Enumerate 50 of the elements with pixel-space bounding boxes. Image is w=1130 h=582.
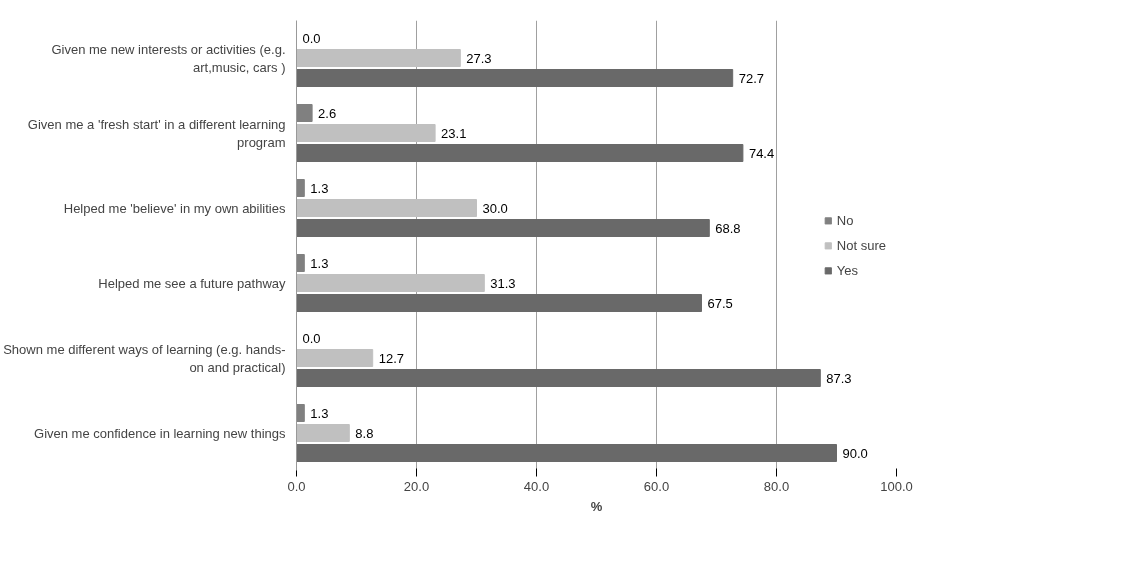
data-label: 31.3: [490, 275, 516, 291]
data-label: 87.3: [826, 370, 852, 386]
x-tick-label: 60.0: [643, 478, 670, 494]
data-label: 0.0: [302, 30, 321, 46]
x-tick-label: 40.0: [523, 478, 550, 494]
bar: [296, 219, 710, 237]
data-label: 0.0: [302, 330, 321, 346]
y-tick-label: Given me a 'fresh start' in a different learning program: [27, 116, 286, 150]
x-tick-label: 80.0: [763, 478, 790, 494]
bar: [296, 294, 702, 312]
data-label: 2.6: [318, 105, 337, 121]
legend-label: Yes: [836, 262, 859, 278]
bar: [296, 144, 744, 162]
bar: [296, 254, 305, 272]
y-tick-label: Helped me 'believe' in my own abilities: [63, 200, 286, 216]
legend-label: No: [836, 212, 855, 228]
bar: [296, 444, 837, 462]
bar: [296, 69, 734, 87]
data-label: 1.3: [310, 405, 329, 421]
x-tick-label: 0.0: [287, 478, 306, 494]
data-label: 8.8: [355, 425, 374, 441]
data-label: 72.7: [738, 70, 765, 86]
bar: [296, 104, 313, 122]
bar: [296, 404, 305, 422]
y-tick-label: Helped me see a future pathway: [98, 275, 286, 291]
x-tick-label: 100.0: [880, 478, 913, 494]
bar: [296, 369, 821, 387]
data-label: 67.5: [707, 295, 733, 311]
bar: [296, 49, 461, 67]
data-label: 68.8: [715, 220, 741, 236]
data-label: 74.4: [748, 145, 775, 161]
data-label: 12.7: [378, 350, 405, 366]
x-tick-label: 20.0: [403, 478, 430, 494]
data-label: 90.0: [842, 445, 868, 461]
data-label: 23.1: [441, 125, 467, 141]
x-axis-title: %: [590, 498, 603, 514]
bar: [296, 199, 477, 217]
bar: [296, 424, 350, 442]
data-label: 1.3: [310, 180, 329, 196]
bar: [296, 274, 485, 292]
data-label: 27.3: [466, 50, 492, 66]
y-tick-label: Given me confidence in learning new things: [34, 425, 286, 441]
y-tick-label: Given me new interests or activities (e.g. art,music, cars ): [51, 41, 286, 75]
bar: [296, 349, 374, 367]
data-label: 30.0: [482, 200, 508, 216]
y-tick-label: Shown me different ways of learning (e.g. hands-on and practical): [3, 341, 286, 375]
bar: [296, 179, 305, 197]
legend-label: Not sure: [836, 237, 886, 253]
data-label: 1.3: [310, 255, 329, 271]
bar: [296, 124, 436, 142]
